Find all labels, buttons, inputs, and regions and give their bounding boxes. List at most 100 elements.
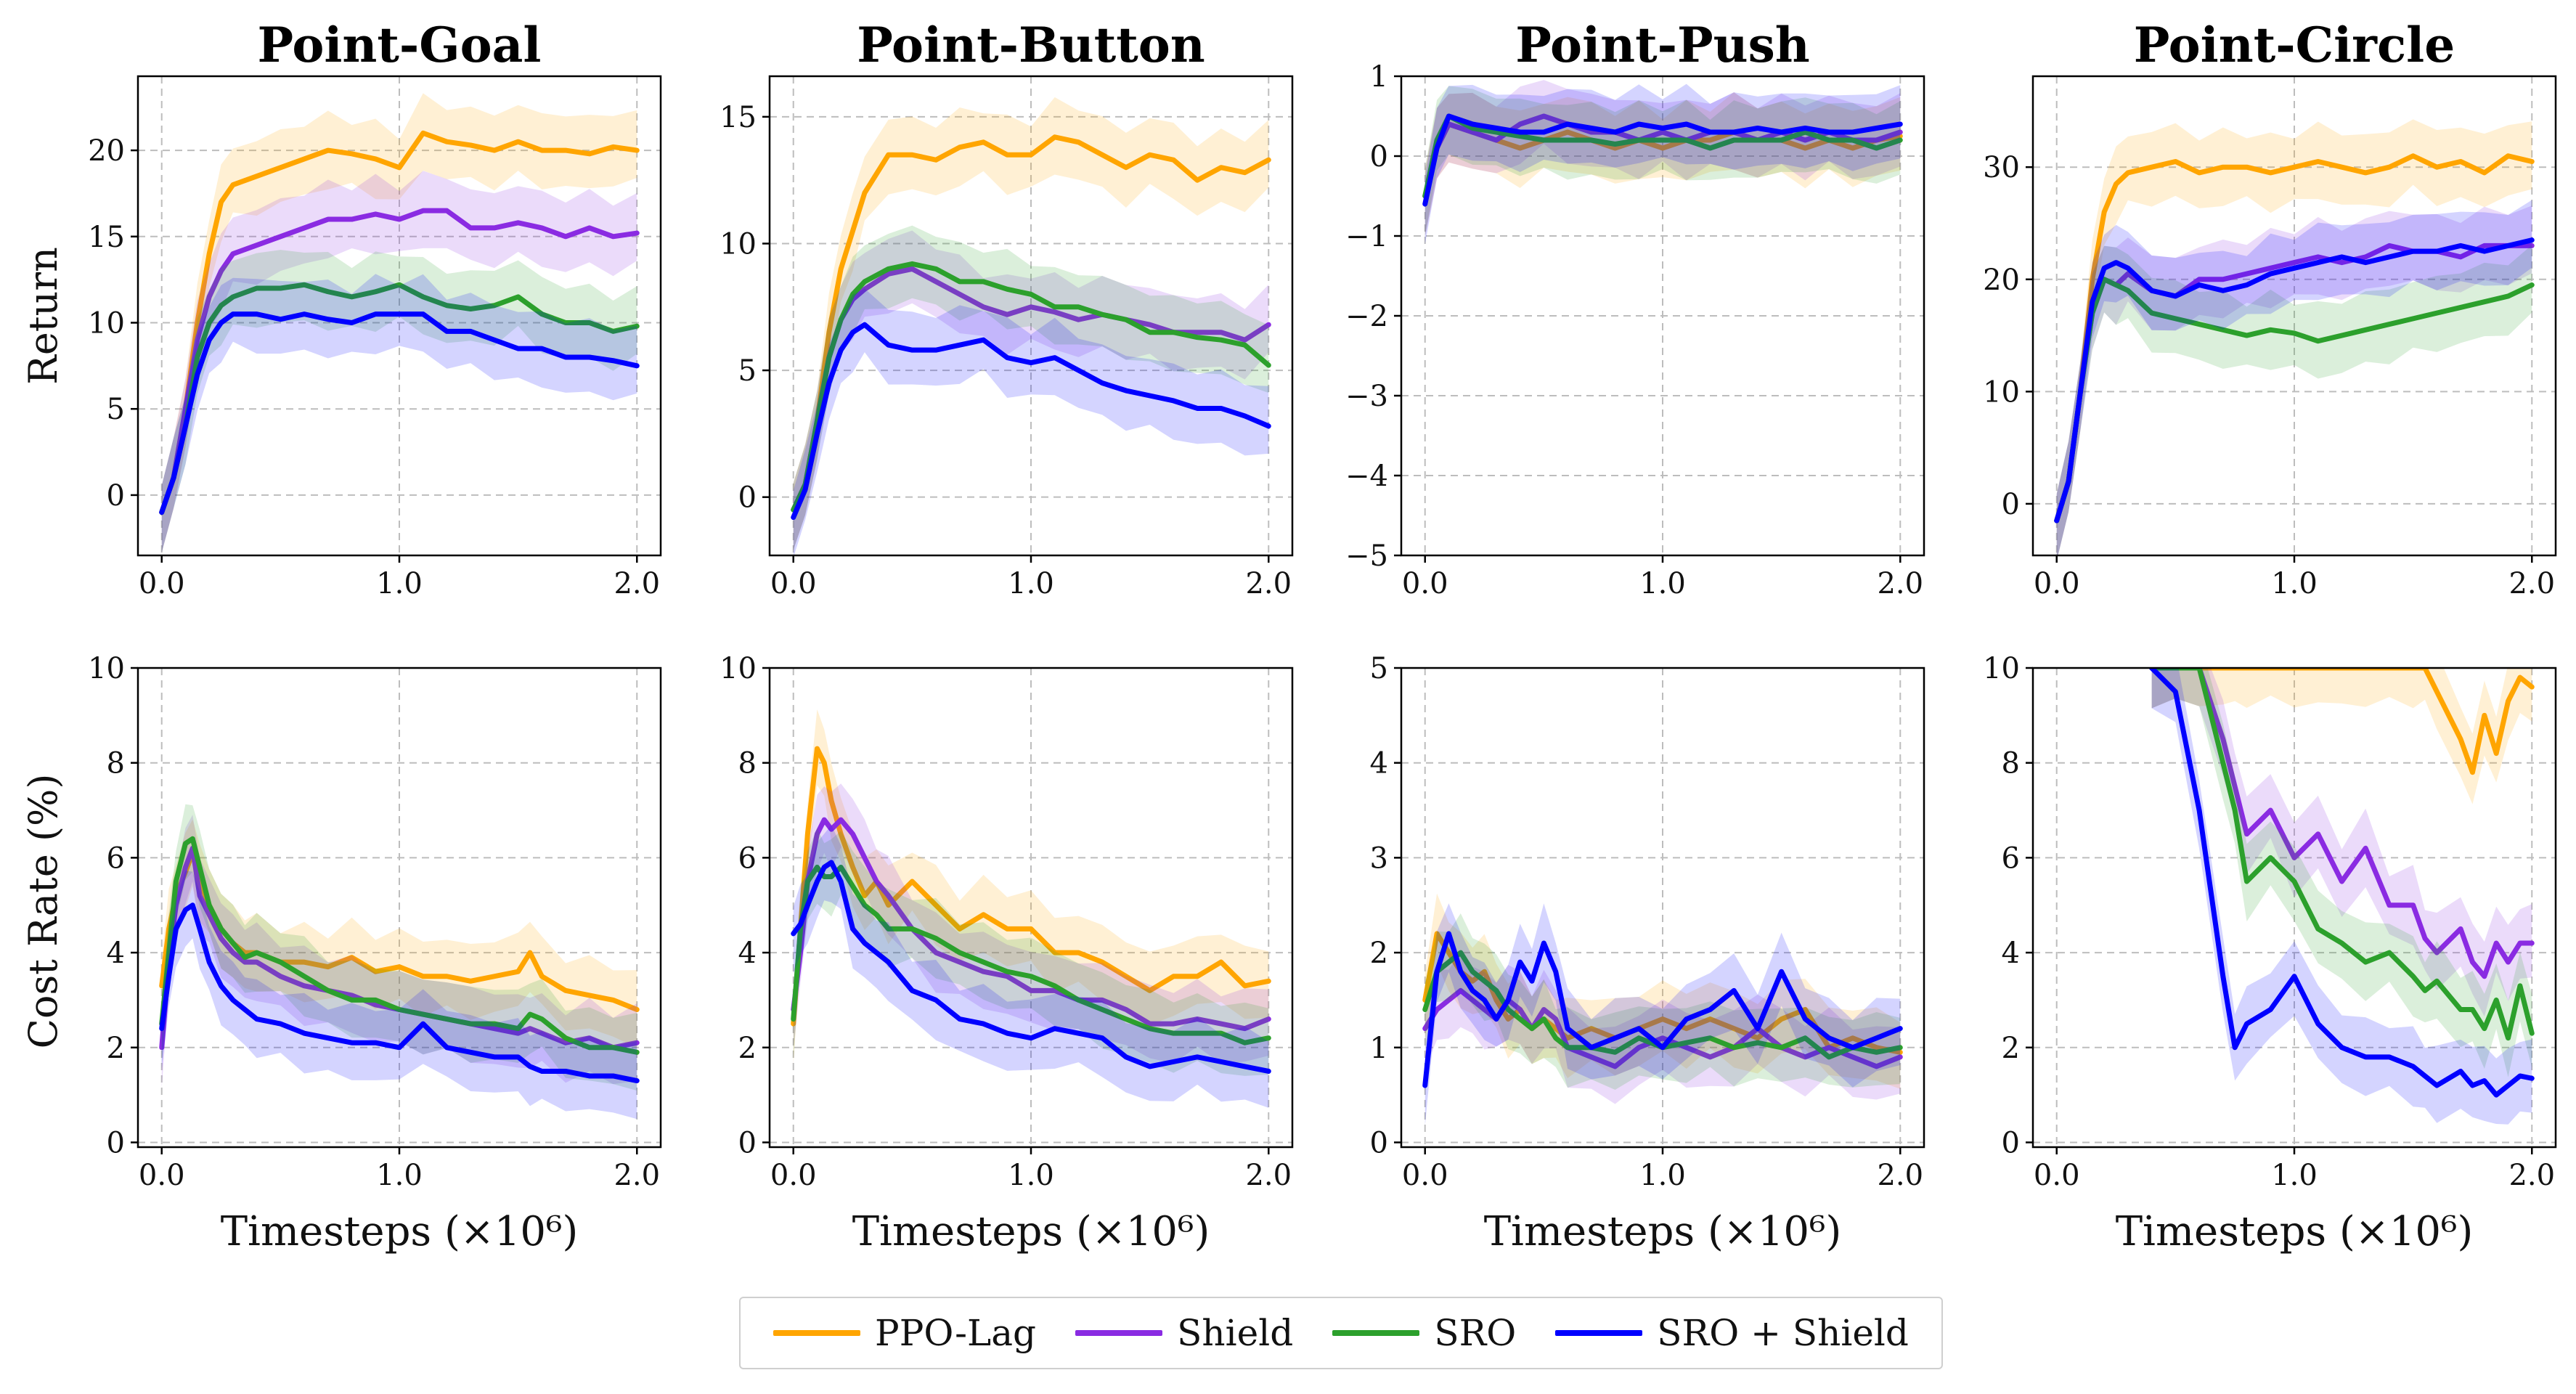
- series-line: [159, 208, 640, 515]
- series-band: [1424, 92, 1901, 237]
- x-tick-label: 1.0: [1008, 1159, 1054, 1192]
- y-tick-label: −3: [1345, 380, 1388, 413]
- y-tick-label: 10: [720, 227, 757, 261]
- series-line: [1422, 931, 1903, 1088]
- x-axis-label: Timesteps (×10⁶): [1484, 1208, 1842, 1255]
- y-tick-label: 0: [2002, 488, 2020, 521]
- x-tick-label: 2.0: [1245, 567, 1292, 600]
- series-band: [2151, 668, 2532, 1077]
- x-tick-label: 0.0: [1402, 1159, 1448, 1192]
- series-band: [1424, 80, 1901, 237]
- y-tick-label: −5: [1345, 539, 1388, 573]
- x-tick-label: 0.0: [2034, 1159, 2080, 1192]
- x-tick-label: 2.0: [2508, 1159, 2555, 1192]
- series-line: [791, 817, 1271, 1032]
- series-band: [1424, 903, 1901, 1126]
- y-tick-label: 15: [720, 101, 757, 134]
- y-tick-label: 4: [738, 937, 757, 970]
- y-tick-label: 10: [1983, 652, 2020, 685]
- y-tick-label: 0: [107, 1126, 125, 1159]
- x-tick-label: 2.0: [614, 567, 660, 600]
- series-band: [1424, 83, 1901, 245]
- y-label-cost-rate: Cost Rate (%): [20, 774, 66, 1049]
- series-band: [1424, 893, 1901, 1089]
- series-band: [793, 828, 1269, 1076]
- series-band: [793, 783, 1269, 1064]
- y-tick-label: 10: [1983, 375, 2020, 409]
- y-tick-label: 6: [2002, 841, 2020, 875]
- series-line: [159, 282, 640, 515]
- x-tick-label: 1.0: [2271, 567, 2318, 600]
- x-tick-label: 1.0: [376, 1159, 423, 1192]
- y-tick-label: 0: [1370, 1126, 1388, 1159]
- series-band: [793, 825, 1269, 1108]
- legend: PPO-Lag Shield SRO SRO + Shield: [739, 1297, 1943, 1369]
- legend-item-ppo-lag: PPO-Lag: [773, 1312, 1036, 1354]
- series-band: [2151, 668, 2532, 804]
- legend-item-sro: SRO: [1332, 1312, 1516, 1354]
- series-band: [1424, 951, 1901, 1104]
- y-tick-label: 4: [2002, 937, 2020, 970]
- x-tick-label: 2.0: [2508, 567, 2555, 600]
- x-axis-label: Timesteps (×10⁶): [221, 1208, 579, 1255]
- chart-panel: 0.0 1.0 2.0 0 10 20 30 Point-Circle: [1983, 17, 2557, 600]
- chart-panel: 0.0 1.0 2.0 0 2 4 6 8 10 Timesteps (×10⁶): [720, 652, 1294, 1255]
- y-tick-label: 5: [107, 393, 125, 426]
- x-tick-label: 0.0: [2034, 567, 2080, 600]
- y-tick-label: 2: [738, 1032, 757, 1065]
- series-line: [791, 134, 1271, 513]
- series-band: [2151, 668, 2532, 1017]
- y-tick-label: 6: [107, 841, 125, 875]
- legend-swatch: [1332, 1330, 1420, 1336]
- series-line: [791, 322, 1271, 521]
- x-tick-label: 0.0: [1402, 567, 1448, 600]
- series-line: [2149, 668, 2535, 1041]
- panel-title: Point-Goal: [257, 17, 541, 73]
- x-tick-label: 2.0: [1245, 1159, 1292, 1192]
- series-line: [2054, 237, 2535, 523]
- series-band: [1424, 86, 1901, 237]
- series-line: [2054, 277, 2535, 523]
- series-line: [791, 261, 1271, 513]
- x-tick-label: 1.0: [2271, 1159, 2318, 1192]
- panel-title: Point-Circle: [2134, 17, 2455, 73]
- series-band: [2056, 245, 2532, 555]
- y-tick-label: 4: [1370, 747, 1388, 780]
- y-tick-label: 8: [738, 747, 757, 780]
- y-tick-label: 30: [1983, 151, 2020, 184]
- series-group: [791, 97, 1271, 555]
- y-tick-label: 0: [738, 1126, 757, 1159]
- legend-swatch: [1555, 1330, 1643, 1336]
- y-tick-label: 2: [107, 1032, 125, 1065]
- y-tick-label: −1: [1345, 220, 1388, 253]
- series-band: [161, 250, 637, 553]
- series-band: [161, 274, 637, 553]
- y-tick-label: 10: [720, 652, 757, 685]
- y-tick-label: 1: [1370, 60, 1388, 94]
- x-tick-label: 1.0: [1008, 567, 1054, 600]
- y-tick-label: 20: [88, 134, 125, 168]
- series-band: [793, 709, 1269, 1064]
- y-tick-label: 0: [2002, 1126, 2020, 1159]
- chart-panel: 0.0 1.0 2.0 0 2 4 6 8 10 Timesteps (×10⁶): [88, 652, 662, 1255]
- chart-panel: 0.0 1.0 2.0 0 5 10 15 Point-Button: [720, 17, 1294, 600]
- series-band: [793, 225, 1269, 550]
- y-tick-label: 4: [107, 937, 125, 970]
- y-tick-label: 3: [1370, 841, 1388, 875]
- series-group: [2054, 119, 2535, 555]
- y-tick-label: 10: [88, 652, 125, 685]
- series-line: [159, 311, 640, 515]
- series-band: [2151, 668, 2532, 1125]
- series-band: [793, 288, 1269, 555]
- series-line: [1422, 113, 1903, 207]
- y-tick-label: −2: [1345, 300, 1388, 333]
- series-line: [2149, 668, 2535, 1098]
- legend-label: SRO + Shield: [1657, 1312, 1909, 1354]
- series-line: [791, 864, 1271, 1046]
- y-tick-label: 5: [1370, 652, 1388, 685]
- series-band: [161, 804, 637, 1091]
- legend-label: SRO: [1434, 1312, 1517, 1354]
- series-band: [2056, 119, 2532, 555]
- y-tick-label: 20: [1983, 264, 2020, 297]
